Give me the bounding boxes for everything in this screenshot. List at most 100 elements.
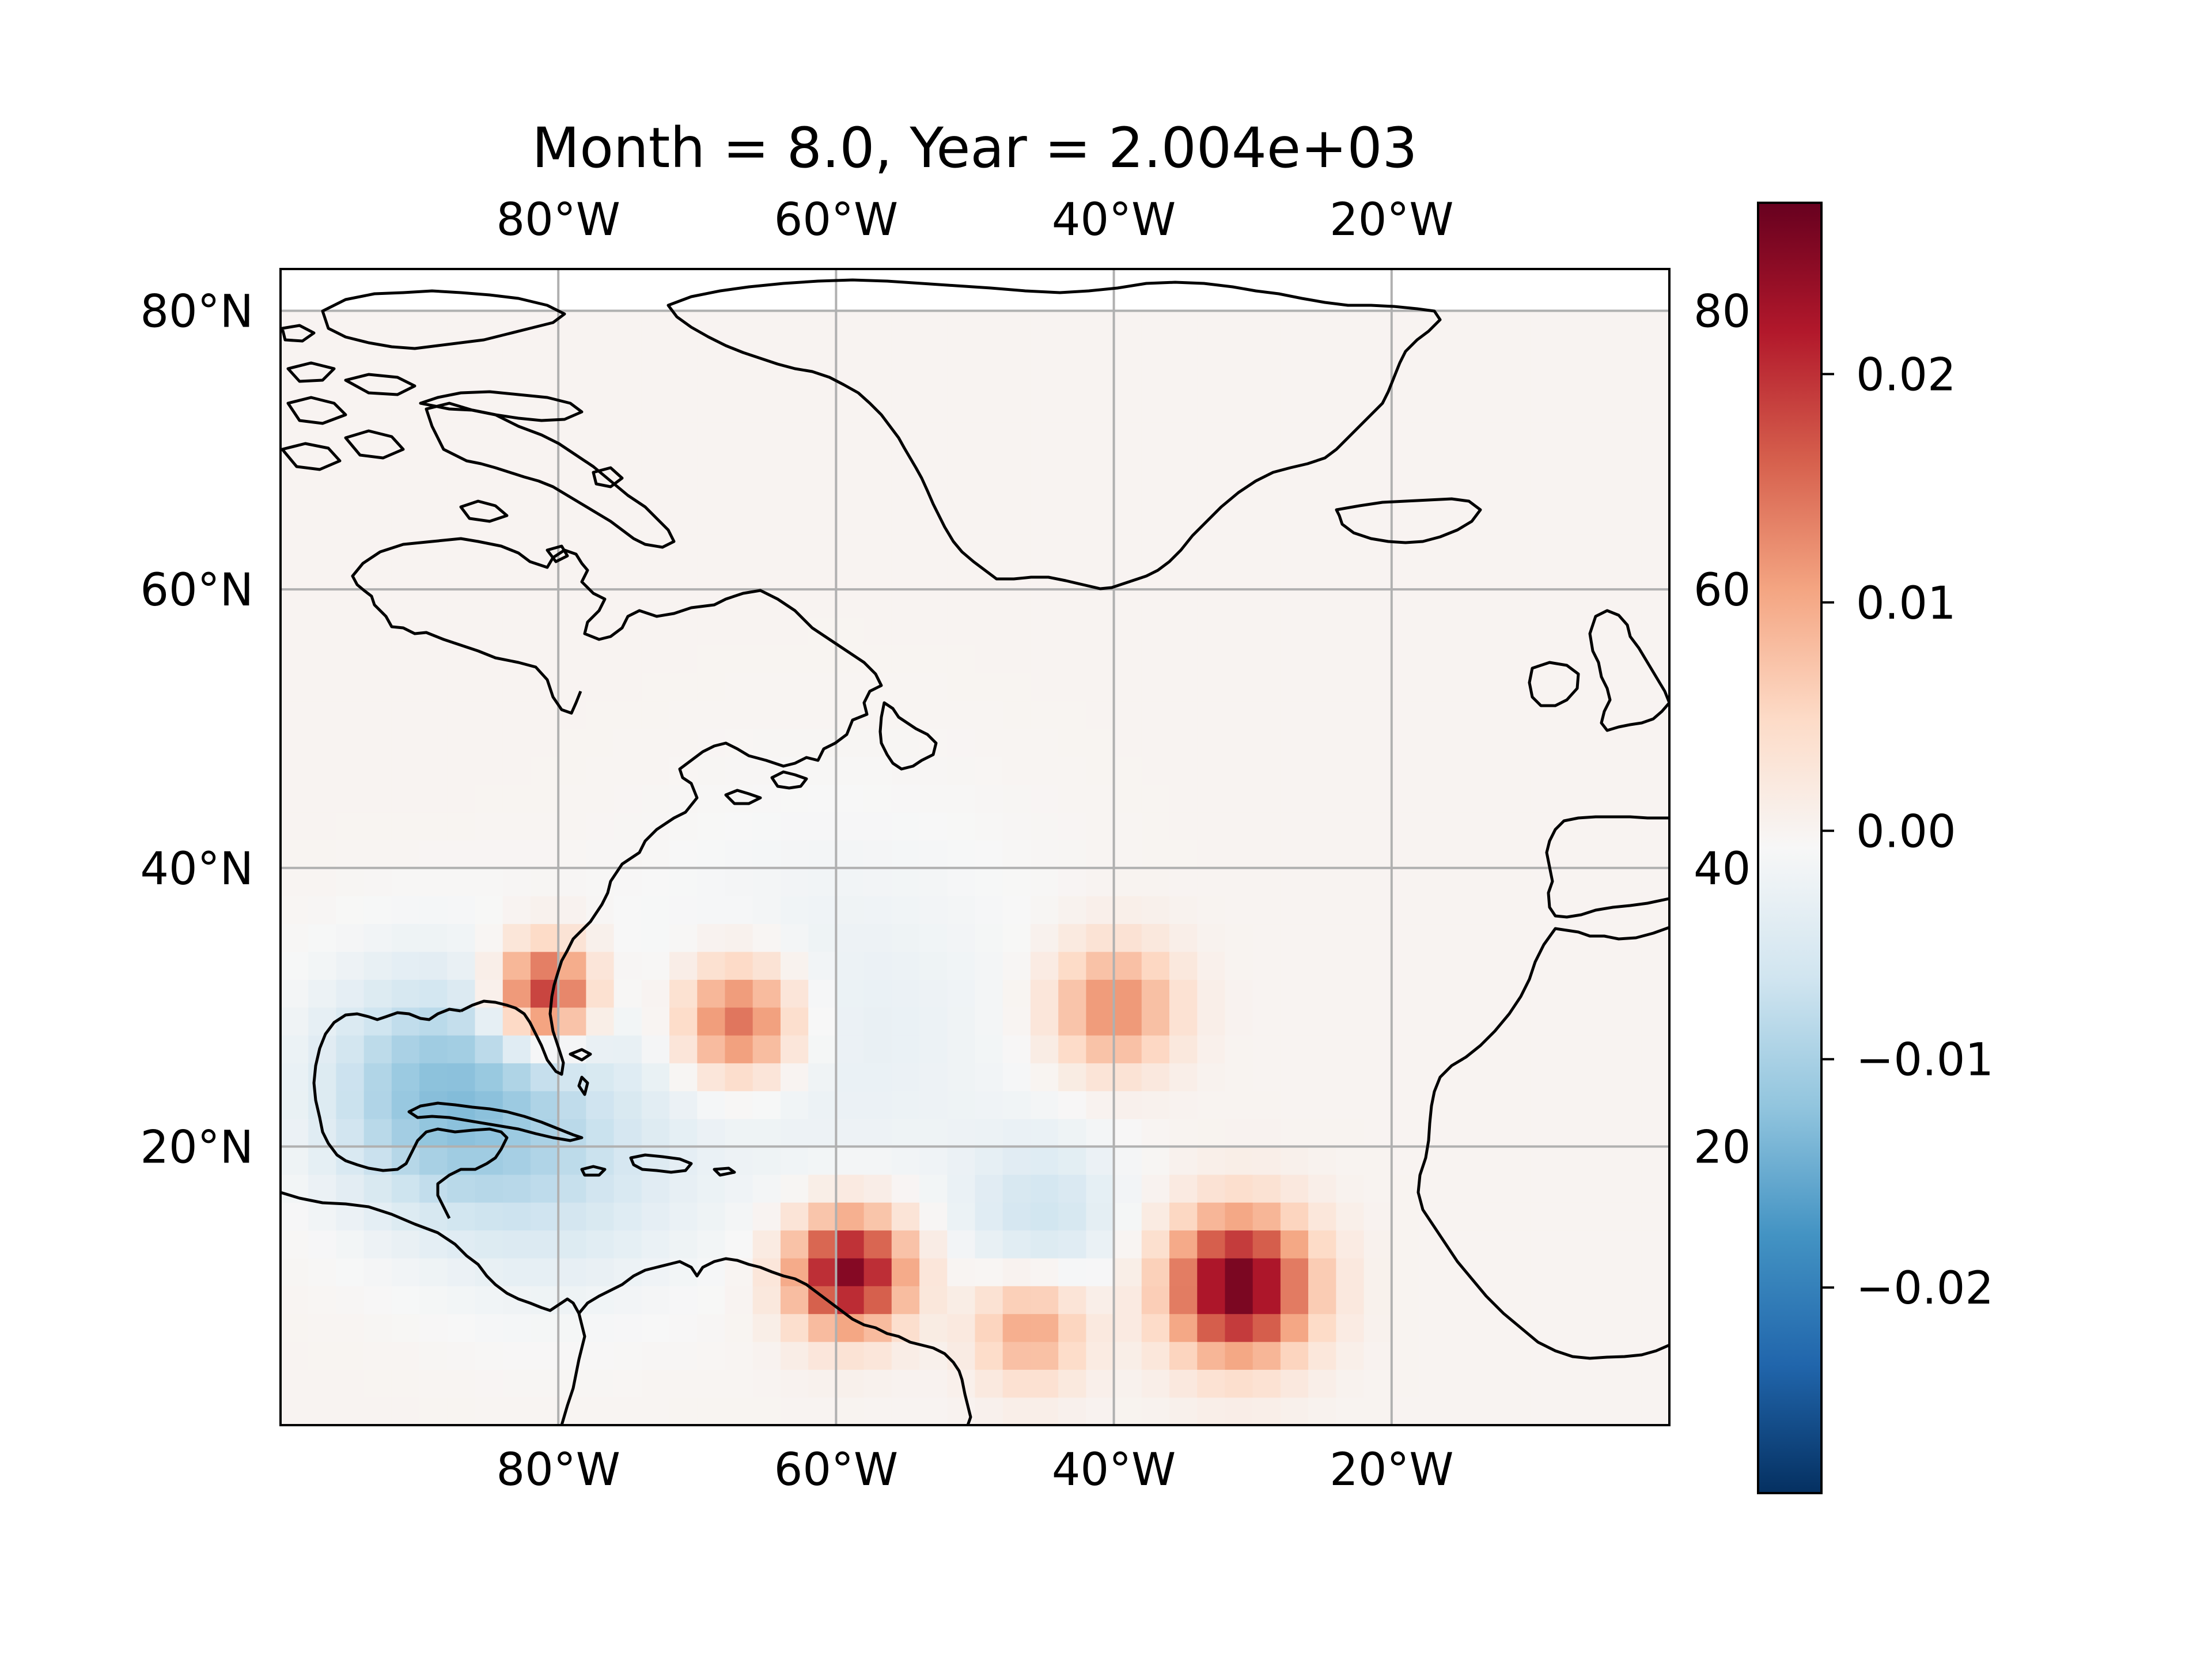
heatmap-cell [1502,561,1531,590]
heatmap-cell [1502,840,1531,869]
coastlines [281,278,1669,1425]
heatmap-cell [336,700,365,729]
heatmap-cell [1030,533,1059,562]
heatmap-cell [531,617,559,646]
heatmap-cell [1586,1313,1615,1342]
heatmap-cell [1308,812,1336,840]
heatmap-cell [891,478,920,506]
heatmap-cell [447,756,476,785]
heatmap-cell [863,1174,892,1203]
heatmap-cell [502,506,531,535]
heatmap-cell [1141,1369,1170,1398]
heatmap-cell [891,1063,920,1092]
heatmap-cell [419,729,448,757]
heatmap-cell [1141,1341,1170,1370]
heatmap-cell [1391,1230,1420,1259]
heatmap-cell [391,1119,420,1147]
heatmap-cell [641,673,670,702]
heatmap-cell [919,1202,948,1231]
heatmap-cell [475,1341,503,1370]
heatmap-cell [308,645,336,673]
heatmap-cell [836,1369,865,1398]
heatmap-cell [1475,1369,1503,1398]
heatmap-cell [1613,310,1642,339]
heatmap-cell [1558,310,1586,339]
heatmap-cell [531,923,559,952]
heatmap-cell [1058,951,1086,980]
heatmap-cell [669,840,698,869]
heatmap-cell [502,1007,531,1036]
heatmap-cell [1280,394,1309,423]
heatmap-cell [919,868,948,896]
heatmap-cell [919,338,948,367]
heatmap-cell [1419,1286,1448,1315]
heatmap-cell [1613,729,1642,757]
heatmap-cell [1280,868,1309,896]
heatmap-cell [891,506,920,535]
heatmap-cell [1641,589,1669,618]
heatmap-cell [1280,478,1309,506]
heatmap-cell [947,1146,976,1175]
heatmap-cell [447,1369,476,1398]
heatmap-cell [863,422,892,450]
heatmap-cell [1113,1369,1142,1398]
heatmap-cell [1308,923,1336,952]
heatmap-cell [752,450,781,479]
heatmap-cell [669,366,698,395]
heatmap-cell [447,1119,476,1147]
heatmap-cell [669,1286,698,1315]
heatmap-cell [891,729,920,757]
heatmap-cell [1641,422,1669,450]
heatmap-cell [419,533,448,562]
heatmap-cell [1447,896,1475,925]
heatmap-cell [1447,645,1475,673]
heatmap-cell [1141,979,1170,1008]
heatmap-cell [1613,1230,1642,1259]
heatmap-cell [1447,1119,1475,1147]
heatmap-cell [336,951,365,980]
heatmap-cell [1586,561,1615,590]
heatmap-cell [836,979,865,1008]
heatmap-cell [641,1230,670,1259]
heatmap-cell [475,617,503,646]
heatmap-cell [725,394,753,423]
heatmap-cell [1363,979,1392,1008]
heatmap-cell [1030,1063,1059,1092]
heatmap-cell [641,700,670,729]
coastline-north-america-east [351,537,883,1076]
heatmap-cell [1391,589,1420,618]
heatmap-cell [1530,338,1559,367]
heatmap-cell [836,1090,865,1119]
heatmap-cell [1336,338,1365,367]
heatmap-cell [1030,617,1059,646]
heatmap-cell [1558,1174,1586,1203]
heatmap-cell [447,561,476,590]
heatmap-cell [975,422,1003,450]
coastline-west-africa [1416,926,1669,1360]
heatmap-cell [1391,617,1420,646]
heatmap-cell [891,812,920,840]
heatmap-cell [1363,868,1392,896]
heatmap-cell [1280,729,1309,757]
heatmap-cell [1336,1202,1365,1231]
heatmap-cell [1225,1369,1253,1398]
heatmap-cell [1502,868,1531,896]
heatmap-cell [1502,896,1531,925]
heatmap-cell [391,617,420,646]
heatmap-cell [1225,589,1253,618]
heatmap-cell [1336,1341,1365,1370]
heatmap-cell [1252,923,1281,952]
heatmap-cell [669,923,698,952]
heatmap-cell [781,1286,809,1315]
heatmap-cell [586,394,615,423]
heatmap-cell [391,1007,420,1036]
heatmap-cell [1141,422,1170,450]
heatmap-cell [1363,1230,1392,1259]
heatmap-cell [1308,840,1336,869]
heatmap-cell [919,645,948,673]
heatmap-cell [697,366,726,395]
heatmap-cell [725,338,753,367]
heatmap-cell [558,784,586,813]
heatmap-cell [1363,673,1392,702]
